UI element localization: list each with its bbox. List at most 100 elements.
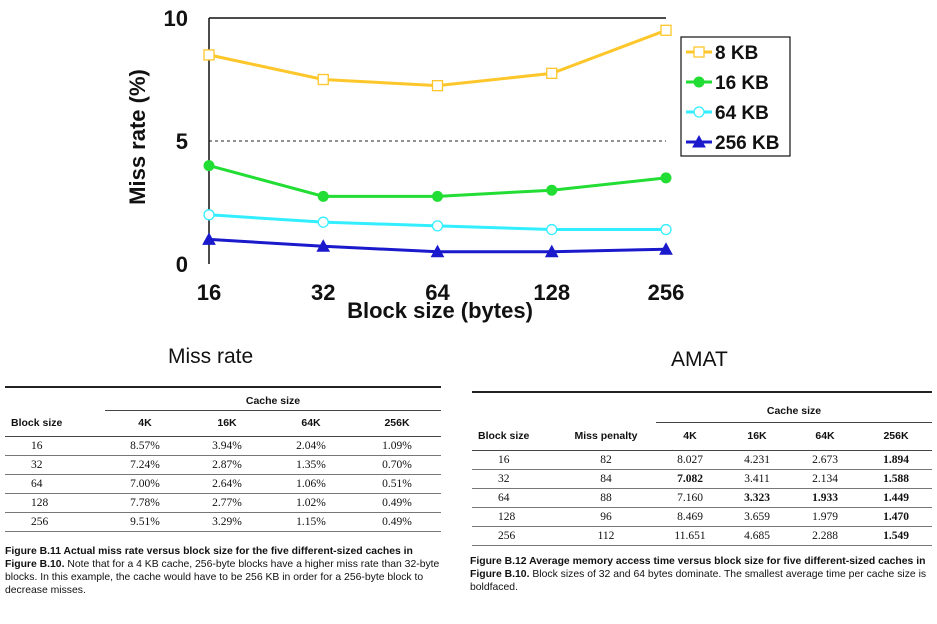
table1-cell: 1.35%	[269, 455, 353, 475]
table1-cell: 7.00%	[105, 474, 185, 494]
table2-caption: Figure B.12 Average memory access time v…	[470, 555, 932, 594]
table2-group-header: Cache size	[656, 400, 932, 423]
table2-cell: 8.027	[656, 450, 724, 470]
series-1-point	[660, 172, 672, 184]
table1-group-header: Cache size	[105, 392, 441, 411]
table2-cell: 7.082	[656, 469, 724, 489]
y-tick-label: 10	[164, 6, 188, 31]
table1-cell: 0.51%	[353, 474, 441, 494]
table1-cell: 16	[5, 436, 105, 456]
table2-header-5: 256K	[860, 422, 932, 451]
y-axis-label: Miss rate (%)	[125, 69, 150, 205]
table2-cell: 3.411	[724, 469, 790, 489]
table1-header-3: 64K	[269, 410, 353, 437]
table1-caption-text: Note that for a 4 KB cache, 256-byte blo…	[5, 559, 440, 596]
table2-cell: 3.659	[724, 507, 790, 527]
table2-cell: 1.894	[860, 450, 932, 470]
series-1-point	[317, 190, 329, 202]
table2-cell: 128	[472, 507, 556, 527]
table1-cell: 128	[5, 493, 105, 513]
series-2-point	[317, 216, 329, 228]
table2-row: 16 82 8.027 4.231 2.673 1.894	[472, 450, 932, 470]
legend-entry-1: 16 KB	[715, 73, 769, 94]
table2-cell: 32	[472, 469, 556, 489]
x-tick-label: 256	[648, 280, 685, 305]
table1-caption: Figure B.11 Actual miss rate versus bloc…	[5, 545, 445, 597]
table1-cell: 8.57%	[105, 436, 185, 456]
series-2-point	[660, 223, 672, 236]
table2-cell: 1.933	[790, 488, 860, 508]
table1-cell: 9.51%	[105, 512, 185, 532]
miss-rate-chart: 0 5 10 16 32 64 128 256 Block size (bytes) Miss r…	[125, 6, 791, 323]
table2-cell: 7.160	[656, 488, 724, 508]
y-tick-label: 5	[176, 129, 188, 154]
table1-cell: 1.15%	[269, 512, 353, 532]
table1-cell: 2.77%	[185, 493, 269, 513]
legend-swatch-marker-2	[693, 106, 705, 118]
table2-cell: 82	[556, 450, 656, 470]
x-tick-label: 16	[197, 280, 221, 305]
table2-cell: 96	[556, 507, 656, 527]
series-3-point	[316, 239, 331, 252]
legend-swatch-marker-0	[693, 46, 705, 58]
table2-header-2: 4K	[656, 422, 724, 451]
table2-cell: 84	[556, 469, 656, 489]
table1-cell: 1.02%	[269, 493, 353, 513]
table2-header-3: 16K	[724, 422, 790, 451]
table2-cell: 112	[556, 526, 656, 546]
table2-row: 32 84 7.082 3.411 2.134 1.588	[472, 469, 932, 489]
table2-row: 64 88 7.160 3.323 1.933 1.449	[472, 488, 932, 508]
table2-cell: 4.685	[724, 526, 790, 546]
table1-cell: 1.09%	[353, 436, 441, 456]
table2-top-rule	[472, 391, 932, 393]
series-2-point	[546, 223, 558, 236]
table1-header-2: 16K	[185, 410, 269, 437]
table1-row: 128 7.78% 2.77% 1.02% 0.49%	[5, 493, 441, 513]
table2-cell: 1.588	[860, 469, 932, 489]
table1-header-4: 256K	[353, 410, 441, 437]
table2-cell: 16	[472, 450, 556, 470]
miss-rate-title: Miss rate	[168, 345, 254, 368]
table1-row: 64 7.00% 2.64% 1.06% 0.51%	[5, 474, 441, 494]
table1-caption-title: Figure B.11 Actual miss rate versus bloc…	[5, 546, 413, 570]
table2-cell: 1.449	[860, 488, 932, 508]
table1-cell: 0.49%	[353, 493, 441, 513]
series-line-0	[208, 28, 667, 88]
table1-top-rule	[5, 386, 441, 388]
table2-caption-title: Figure B.12 Average memory access time v…	[470, 556, 926, 580]
x-tick-label: 32	[311, 280, 335, 305]
series-3-point	[659, 242, 673, 255]
table1-cell: 256	[5, 512, 105, 532]
table2-row: 256 112 11.651 4.685 2.288 1.549	[472, 526, 932, 546]
table2-header-0: Block size	[472, 422, 556, 451]
legend-swatch-marker-3	[692, 134, 706, 148]
table2-cell: 1.979	[790, 507, 860, 527]
table1-cell: 3.29%	[185, 512, 269, 532]
series-1-point	[203, 160, 215, 172]
table1-cell: 1.06%	[269, 474, 353, 494]
table2-cell: 11.651	[656, 526, 724, 546]
table2-cell: 3.323	[724, 488, 790, 508]
table2-cell: 1.549	[860, 526, 932, 546]
table1-header-0: Block size	[5, 410, 105, 437]
table1-row: 256 9.51% 3.29% 1.15% 0.49%	[5, 512, 441, 532]
legend-entry-2: 64 KB	[715, 103, 769, 124]
series-3-point	[430, 244, 445, 258]
table1-header-1: 4K	[105, 410, 185, 437]
series-0-point	[431, 80, 444, 92]
table1-cell: 2.64%	[185, 474, 269, 494]
table1-cell: 7.78%	[105, 493, 185, 513]
amat-title: AMAT	[671, 348, 728, 371]
series-0-point	[546, 67, 558, 79]
series-2-point	[431, 220, 444, 232]
legend-swatch-marker-1	[693, 76, 705, 88]
series-2-point	[203, 209, 215, 221]
x-tick-label: 64	[425, 280, 450, 305]
series-0-point	[660, 24, 672, 36]
table1-cell: 64	[5, 474, 105, 494]
legend-entry-0: 8 KB	[715, 43, 758, 64]
series-3-point	[544, 244, 559, 258]
table1-row: 16 8.57% 3.94% 2.04% 1.09%	[5, 436, 441, 456]
x-axis-label: Block size (bytes)	[347, 298, 533, 323]
table1-row: 32 7.24% 2.87% 1.35% 0.70%	[5, 455, 441, 475]
